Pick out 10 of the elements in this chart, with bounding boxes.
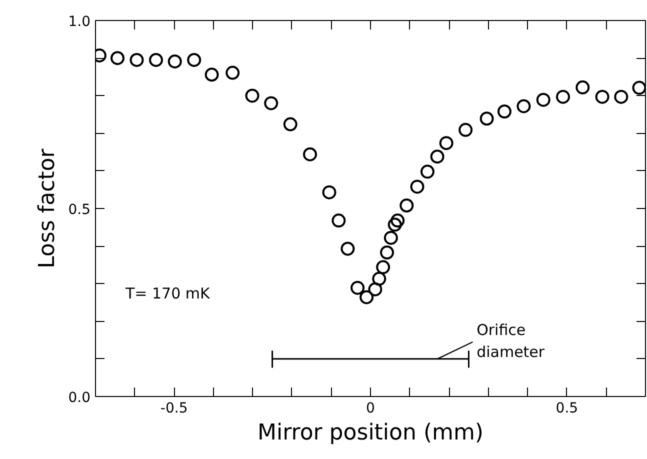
x-tick-label: -0.5 [160,400,188,416]
y-tick-label: 0.5 [68,202,90,218]
annotation: Orifice diameter [476,320,546,361]
x-tick-label: 0 [366,400,375,416]
x-tick-label: 0.5 [556,400,578,416]
annotation: T= 170 mK [124,284,212,302]
y-axis-title: Loss factor [35,148,60,268]
x-axis-title: Mirror position (mm) [258,420,484,446]
y-tick-label: 0.0 [68,390,90,406]
y-tick-label: 1.0 [68,14,90,30]
